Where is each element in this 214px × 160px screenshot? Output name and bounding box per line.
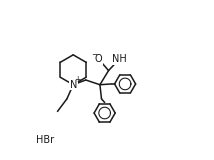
Text: O: O xyxy=(95,54,102,64)
Text: +: + xyxy=(74,75,81,84)
Text: −: − xyxy=(91,50,98,59)
Text: HBr: HBr xyxy=(36,135,54,145)
Text: N: N xyxy=(70,80,77,90)
Text: NH: NH xyxy=(112,54,127,64)
